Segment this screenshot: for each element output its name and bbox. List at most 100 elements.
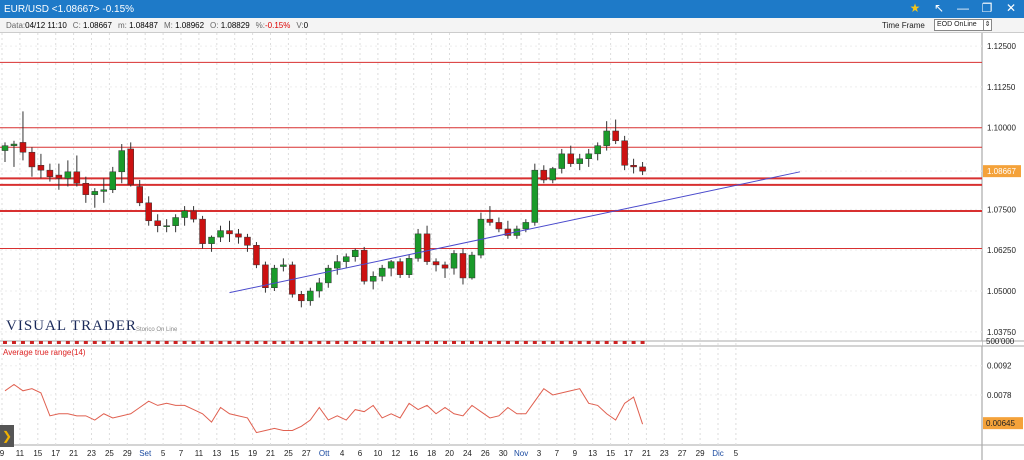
volume-bar xyxy=(173,341,178,344)
volume-bar xyxy=(38,341,43,344)
candle-body xyxy=(378,267,386,277)
window-title: EUR/USD <1.08667> -0.15% xyxy=(4,3,135,15)
x-tick-label: 6 xyxy=(358,449,363,458)
x-tick-label: 15 xyxy=(606,449,615,458)
close-button[interactable]: ✕ xyxy=(1005,1,1017,15)
x-tick-label: 18 xyxy=(427,449,436,458)
x-tick-label: 29 xyxy=(696,449,705,458)
x-tick-label: 7 xyxy=(179,449,184,458)
volume-bar xyxy=(101,341,106,344)
candle-body xyxy=(181,210,188,218)
pointer-tool-icon[interactable]: ↖ xyxy=(933,1,945,15)
candle-body xyxy=(540,169,548,181)
candle-body xyxy=(253,245,260,266)
candle-body xyxy=(91,191,99,195)
candle-body xyxy=(342,256,350,262)
candle-body xyxy=(360,249,368,282)
candle-body xyxy=(639,166,646,172)
atr-line xyxy=(4,383,644,434)
volume-bar xyxy=(236,341,241,344)
volume-bar xyxy=(613,341,618,344)
volume-bar xyxy=(146,341,151,344)
volume-bar xyxy=(380,341,385,344)
volume-bar xyxy=(452,341,456,344)
y-tick-label: 1.11250 xyxy=(987,83,1016,92)
volume-bar xyxy=(317,341,322,344)
volume-bar xyxy=(272,341,277,344)
volume-bar xyxy=(541,341,546,344)
volume-bar xyxy=(640,341,645,344)
info-volume: V:0 xyxy=(296,20,309,30)
volume-bar xyxy=(164,341,169,344)
candle-body xyxy=(621,140,628,166)
x-tick-label: 19 xyxy=(248,449,257,458)
x-tick-label: 15 xyxy=(33,449,42,458)
x-tick-label: 20 xyxy=(445,449,454,458)
candle-body xyxy=(414,233,422,259)
info-date: Data:04/12 11:10 xyxy=(6,20,67,30)
candle-body xyxy=(82,182,90,195)
y-tick-label: 1.03750 xyxy=(987,328,1016,337)
volume-bar xyxy=(586,341,591,344)
candle-body xyxy=(154,220,161,226)
volume-bar xyxy=(631,341,636,344)
candle-body xyxy=(531,169,539,223)
volume-bar xyxy=(344,341,349,344)
atr-tick-label: 0.0078 xyxy=(987,391,1012,400)
expand-panel-button[interactable]: ❯ xyxy=(0,425,14,447)
title-bar: EUR/USD <1.08667> -0.15% ★ ↖ — ❐ ✕ xyxy=(0,0,1024,18)
restore-button[interactable]: ❐ xyxy=(981,1,993,15)
candle-body xyxy=(190,210,197,220)
volume-bar xyxy=(389,341,394,344)
volume-tick-label: 500'000 xyxy=(986,337,1015,346)
candle-body xyxy=(558,153,566,169)
volume-bar xyxy=(56,341,61,344)
atr-tick-label: 0.0092 xyxy=(987,362,1012,371)
volume-bar xyxy=(200,341,205,344)
candle-body xyxy=(612,130,619,142)
price-pane xyxy=(0,33,982,341)
volume-bar xyxy=(209,341,214,344)
candle-body xyxy=(73,171,81,184)
minimize-button[interactable]: — xyxy=(957,1,969,15)
x-tick-label: 23 xyxy=(660,449,669,458)
volume-bar xyxy=(371,341,376,344)
volume-bar xyxy=(434,341,439,344)
candle-body xyxy=(172,217,179,226)
candlestick-chart[interactable]: 1.12500 1.11250 1.10000 1.07500 1.06250 1.050… xyxy=(0,33,1024,460)
candle-body xyxy=(549,168,557,181)
volume-bar xyxy=(460,341,465,344)
candle-body xyxy=(369,276,377,282)
x-tick-label: 7 xyxy=(555,449,560,458)
volume-bar xyxy=(335,341,340,344)
volume-bar xyxy=(595,341,600,344)
volume-bar xyxy=(263,341,268,344)
volume-bar xyxy=(568,341,573,344)
candle-body xyxy=(199,218,206,244)
candle-body xyxy=(262,264,269,288)
volume-bar xyxy=(74,341,79,344)
chevron-down-icon[interactable]: ⇕ xyxy=(983,20,991,30)
volume-bar xyxy=(478,341,483,344)
x-tick-label: 4 xyxy=(340,449,345,458)
x-tick-label: 25 xyxy=(284,449,293,458)
x-tick-label: 21 xyxy=(642,449,651,458)
volume-bar xyxy=(290,341,295,344)
candle-body xyxy=(432,261,440,266)
volume-bar xyxy=(92,341,97,344)
atr-indicator-label: Average true range(14) xyxy=(3,348,86,357)
timeframe-select[interactable]: EOD OnLine ⇕ xyxy=(934,19,992,31)
candle-body xyxy=(316,282,323,292)
candle-body xyxy=(468,254,476,279)
favorite-star-icon[interactable]: ★ xyxy=(909,1,921,15)
x-tick-label: 23 xyxy=(87,449,96,458)
x-tick-label: 16 xyxy=(409,449,418,458)
volume-bar xyxy=(83,341,88,344)
atr-last-label: 0.00645 xyxy=(986,419,1015,428)
candle-body xyxy=(145,202,152,222)
price-info-bar: Data:04/12 11:10 C: 1.08667 m: 1.08487 M… xyxy=(0,18,1024,33)
candle-body xyxy=(576,158,583,164)
candle-body xyxy=(127,148,134,186)
x-tick-label: 26 xyxy=(481,449,490,458)
candle-body xyxy=(594,145,601,155)
